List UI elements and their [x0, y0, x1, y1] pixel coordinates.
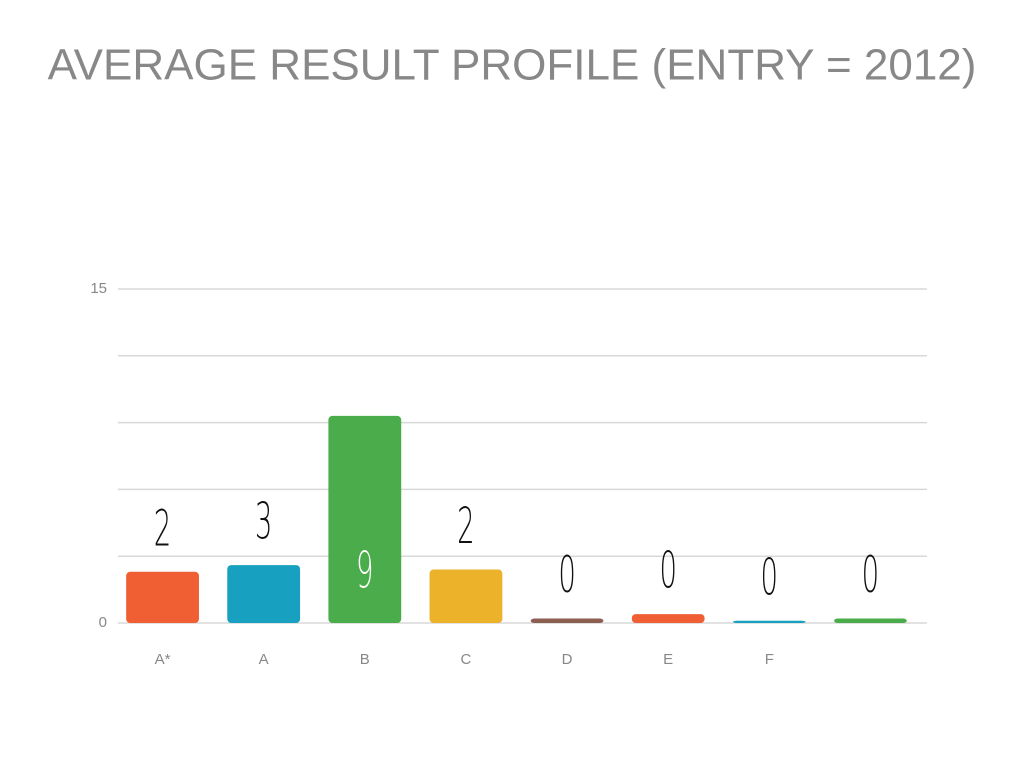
- x-tick-label: D: [562, 651, 573, 668]
- value-label: 3: [255, 493, 272, 551]
- bar: [530, 618, 604, 623]
- value-label: 0: [558, 546, 575, 604]
- bar: [429, 569, 503, 623]
- x-tick-label: F: [765, 651, 774, 668]
- value-label: 0: [659, 542, 676, 600]
- x-tick-label: A: [259, 651, 269, 668]
- value-label: 9: [356, 542, 373, 600]
- value-label: 0: [761, 549, 778, 607]
- bar: [834, 618, 907, 623]
- value-label: 2: [457, 497, 474, 555]
- chart-title: AVERAGE RESULT PROFILE (ENTRY = 2012): [48, 41, 977, 90]
- y-tick-label: 15: [90, 280, 107, 297]
- x-tick-label: E: [663, 651, 673, 668]
- y-tick-label: 0: [99, 614, 107, 631]
- x-tick-label: C: [461, 651, 472, 668]
- x-tick-label: B: [360, 651, 370, 668]
- x-tick-label: A*: [155, 651, 171, 668]
- value-label: 0: [862, 546, 879, 604]
- value-label: 2: [154, 500, 171, 558]
- bar: [328, 415, 402, 623]
- bar: [631, 614, 705, 623]
- bar: [126, 571, 199, 623]
- bar: [227, 565, 301, 623]
- bar: [732, 620, 806, 623]
